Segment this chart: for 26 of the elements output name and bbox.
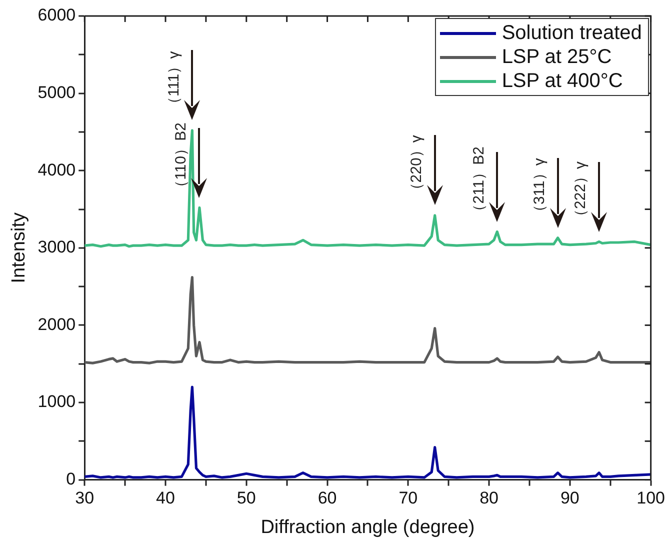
annotation: （211）B2 [470, 146, 488, 219]
x-tick-label: 80 [480, 488, 499, 508]
x-tick-label: 60 [318, 488, 337, 508]
x-tick-label: 50 [236, 488, 256, 508]
legend-label: Solution treated [502, 21, 642, 45]
annotation: （111）γ [165, 50, 182, 112]
x-axis-title: Diffraction angle (degree) [260, 516, 475, 538]
x-tick-label: 40 [156, 488, 175, 508]
y-tick-label: 2000 [38, 314, 76, 334]
y-tick-label: 1000 [38, 392, 76, 412]
annotation: （311）γ [530, 158, 548, 220]
annotation: （110）B2 [172, 122, 190, 195]
x-tick-label: 90 [560, 488, 580, 508]
y-tick-label: 6000 [38, 6, 76, 25]
y-tick-label: 3000 [38, 238, 76, 257]
y-tick-label: 4000 [38, 160, 76, 180]
annotation: （220）γ [408, 134, 425, 198]
x-tick-label: 70 [398, 488, 418, 508]
y-tick-label: 0 [66, 469, 76, 488]
x-tick-label: 100 [636, 488, 666, 508]
legend-label: LSP at 400°C [502, 69, 623, 93]
y-tick-label: 5000 [38, 82, 76, 102]
legend-label: LSP at 25°C [502, 45, 612, 69]
annotation: （222）γ [572, 160, 590, 224]
y-axis-title: Intensity [8, 212, 30, 284]
x-tick-label: 30 [75, 488, 94, 508]
